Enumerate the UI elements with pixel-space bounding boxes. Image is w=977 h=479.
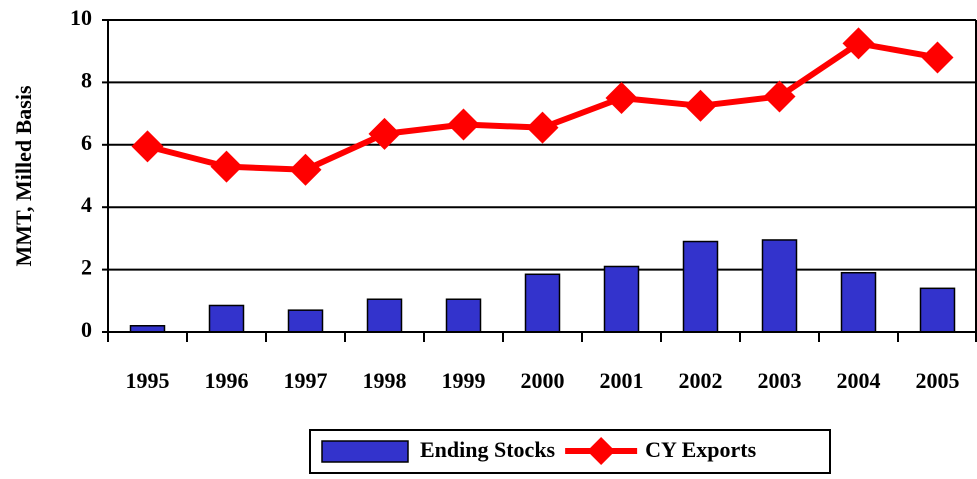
marker [131,130,164,163]
marker [605,82,638,114]
marker [210,150,243,183]
legend-label: CY Exports [645,437,756,462]
y-tick-label: 8 [81,67,92,92]
bar [919,287,956,333]
x-tick-label: 1995 [126,368,170,393]
bar [840,271,877,333]
marker [368,117,401,150]
legend-swatch [321,440,409,463]
y-tick-label: 4 [81,192,92,217]
x-tick-label: 2001 [600,368,644,393]
marker [684,89,717,122]
legend-label: Ending Stocks [420,437,556,462]
bar [682,240,719,333]
bar [287,309,324,333]
x-tick-label: 2003 [758,368,802,393]
y-tick-label: 0 [81,317,92,342]
bar [366,298,403,333]
marker [763,80,796,113]
bar [208,304,245,333]
y-tick-label: 6 [81,130,92,155]
legend-marker [587,437,616,465]
bar [524,273,561,333]
x-tick-label: 1997 [284,368,328,393]
x-tick-label: 1996 [205,368,249,393]
marker [447,108,480,141]
x-tick-label: 2002 [679,368,723,393]
x-tick-label: 2000 [521,368,565,393]
marker [526,111,559,144]
bar [603,265,640,333]
y-axis-label: MMT, Milled Basis [11,85,36,267]
x-tick-label: 1999 [442,368,486,393]
marker [921,41,954,74]
marker [289,153,322,186]
line [146,40,939,173]
x-tick-label: 2005 [916,368,960,393]
x-tick-label: 2004 [837,368,881,393]
marker [842,27,875,60]
y-tick-label: 10 [70,5,92,30]
bar [761,239,798,333]
y-tick-label: 2 [81,255,92,280]
x-tick-label: 1998 [363,368,407,393]
bar [445,298,482,333]
